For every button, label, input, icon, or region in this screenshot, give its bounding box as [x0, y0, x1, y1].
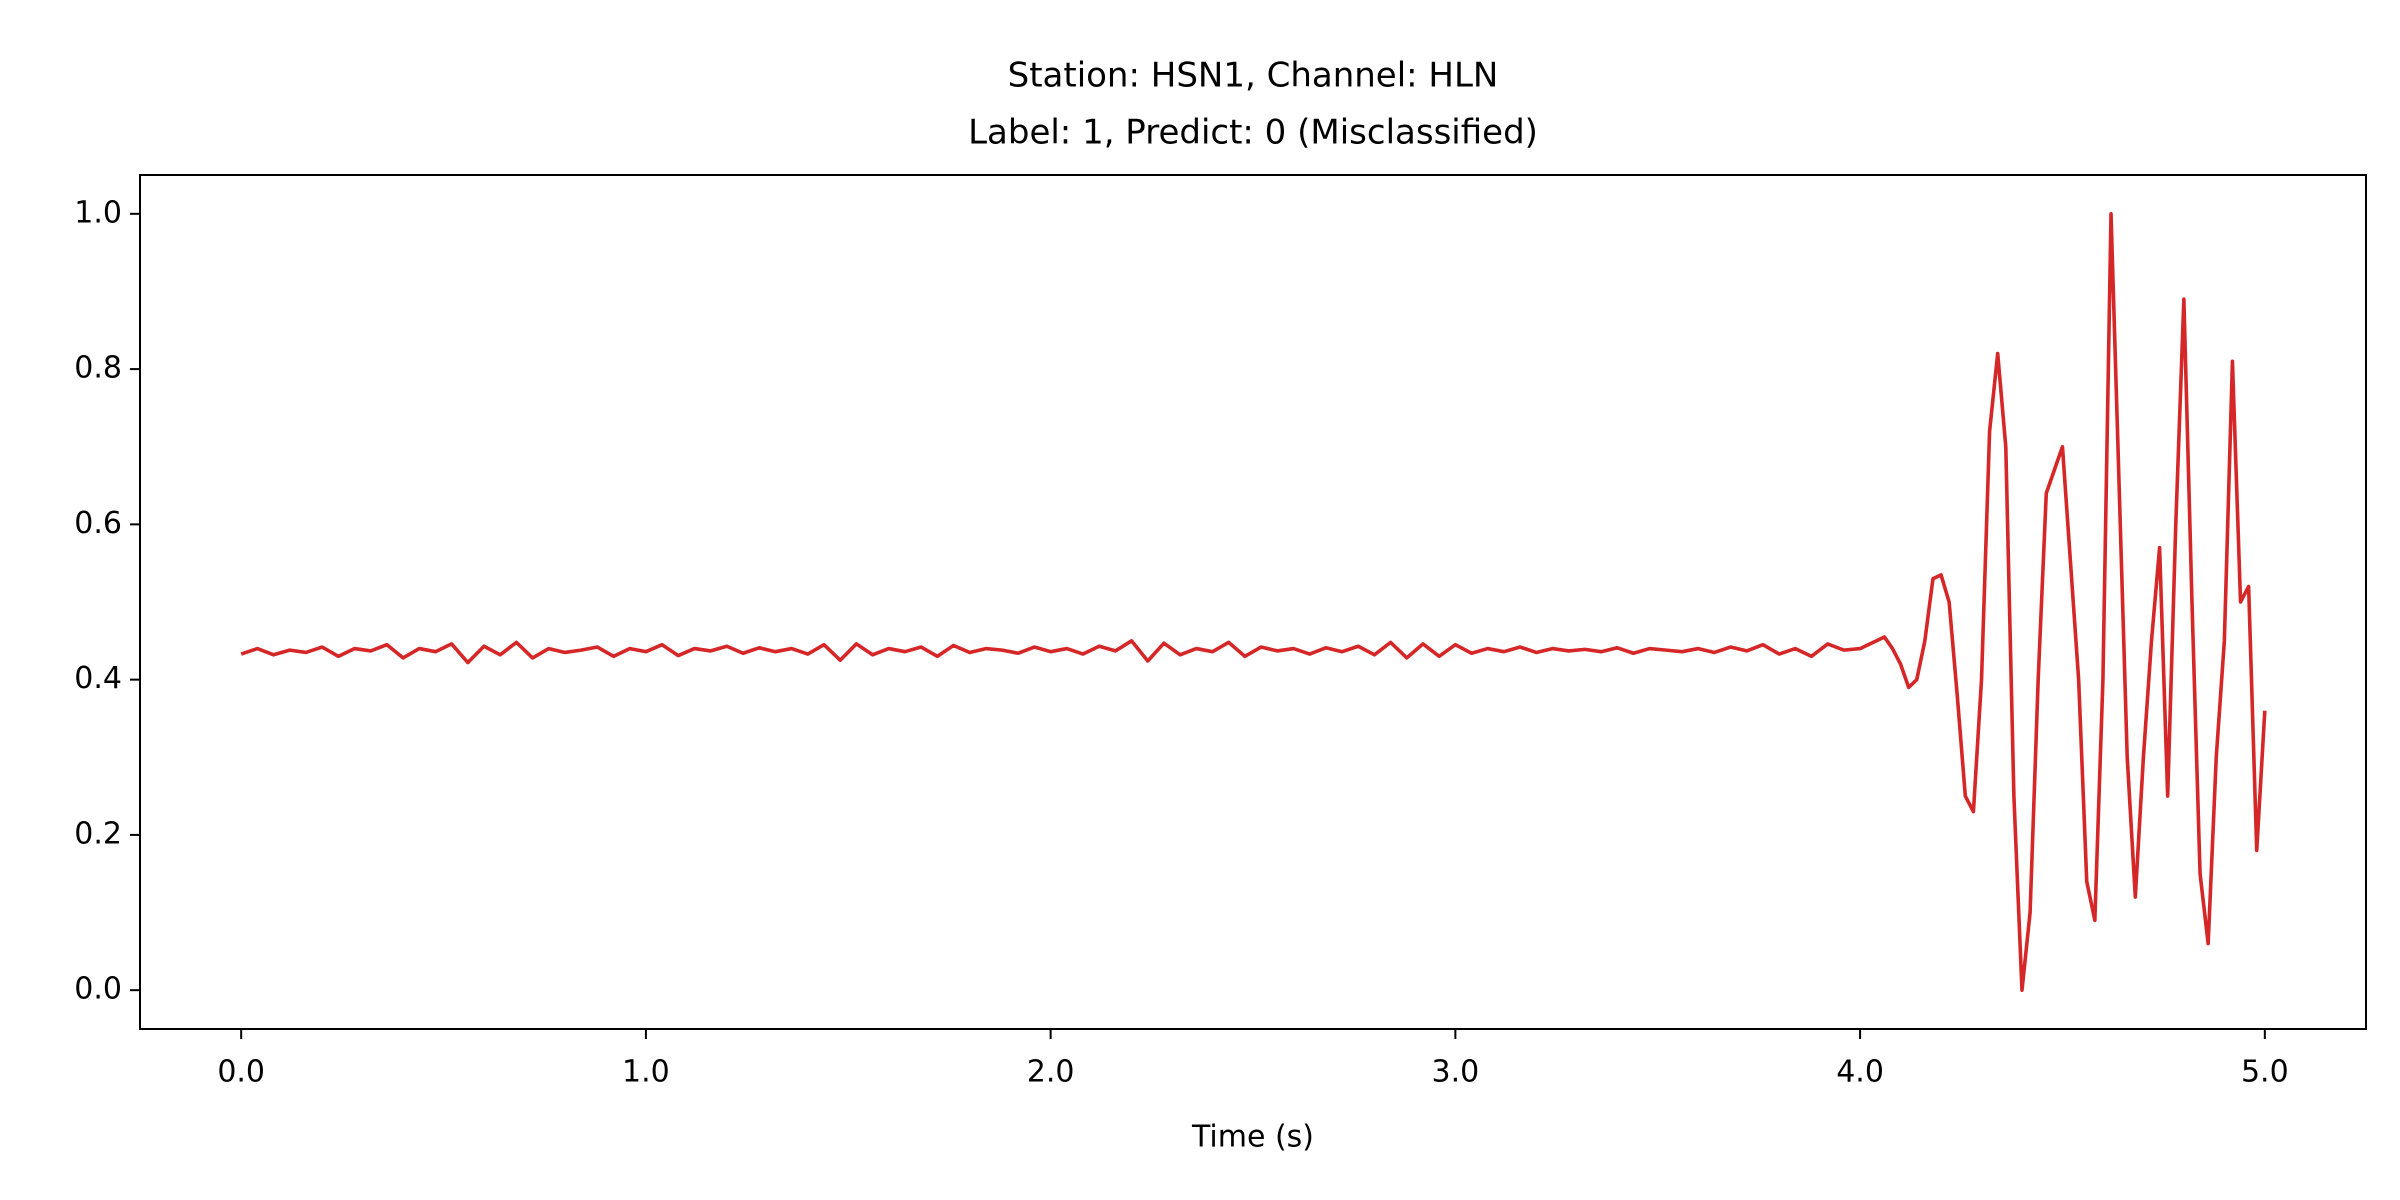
- y-tick-label: 0.6: [74, 506, 122, 541]
- y-tick-label: 0.0: [74, 972, 122, 1007]
- y-tick-label: 1.0: [74, 195, 122, 230]
- line-series: [240, 212, 2267, 992]
- chart-title: Station: HSN1, Channel: HLN: [1008, 56, 1499, 96]
- x-axis-label: Time (s): [1191, 1120, 1314, 1155]
- x-tick-label: 1.0: [622, 1055, 670, 1090]
- x-tick-label: 2.0: [1027, 1055, 1075, 1090]
- chart-subtitle: Label: 1, Predict: 0 (Misclassified): [968, 113, 1538, 153]
- x-tick-label: 5.0: [2241, 1055, 2289, 1090]
- x-tick-label: 0.0: [217, 1055, 265, 1090]
- y-tick-label: 0.2: [74, 816, 122, 851]
- y-tick-label: 0.8: [74, 351, 122, 386]
- x-tick-label: 4.0: [1836, 1055, 1884, 1090]
- y-tick-label: 0.4: [74, 661, 122, 696]
- plot-frame: [139, 174, 2367, 1030]
- x-tick-label: 3.0: [1432, 1055, 1480, 1090]
